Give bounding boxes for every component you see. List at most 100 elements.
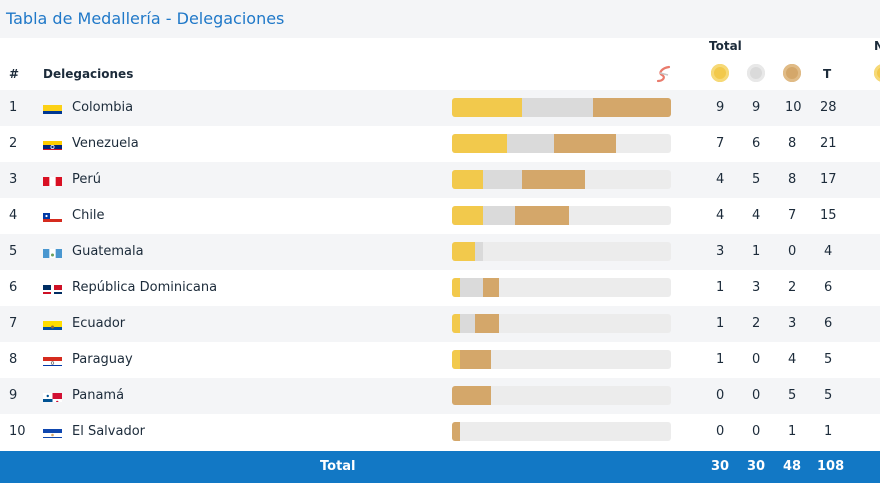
delegation-name[interactable]: República Dominicana [72,280,218,295]
gold-count: 1 [716,352,725,367]
table-row[interactable]: 2 Venezuela 7 6 8 21 [0,126,880,162]
bronze-medal-icon[interactable] [783,64,801,82]
delegation-name[interactable]: Panamá [72,388,125,403]
silver-bar-segment [459,278,484,297]
silver-count: 4 [752,208,761,223]
gold-bar-segment [452,134,507,153]
table-row[interactable]: 1 Colombia 9 9 10 28 [0,90,880,126]
total-count: 6 [824,316,833,331]
table-row[interactable]: 3 Perú 4 5 8 17 [0,162,880,198]
total-count: 4 [824,244,833,259]
table-row[interactable]: 7 Ecuador 1 2 3 6 [0,306,880,342]
gold-count: 7 [716,136,725,151]
flag-icon-panama [43,390,62,402]
gold-bar-segment [452,242,476,261]
medal-distribution-bar [452,98,671,117]
medal-distribution-bar [452,314,671,333]
flag-icon-chile [43,210,62,222]
gold-medal-icon[interactable] [711,64,729,82]
title-bar: Tabla de Medallería - Delegaciones [0,0,880,38]
silver-bar-segment [522,98,593,117]
table-row[interactable]: 9 Panamá 0 0 5 5 [0,378,880,414]
gold-bar-segment [452,170,484,189]
gold-bar-segment [452,278,460,297]
bronze-bar-segment [522,170,585,189]
delegation-name[interactable]: Perú [72,172,101,187]
totals-label: Total [320,459,356,474]
bronze-count: 2 [788,280,797,295]
delegation-name[interactable]: Ecuador [72,316,126,331]
silver-count: 1 [752,244,761,259]
bronze-bar-segment [592,98,671,117]
delegation-name[interactable]: Colombia [72,100,134,115]
rank-cell: 1 [9,100,18,115]
silver-count: 3 [752,280,761,295]
delegation-name[interactable]: Chile [72,208,105,223]
silver-medal-icon[interactable] [747,64,765,82]
rank-cell: 6 [9,280,18,295]
flag-icon-guatemala [43,246,62,258]
table-row[interactable]: 5 Guatemala 3 1 0 4 [0,234,880,270]
bronze-bar-segment [553,134,617,153]
rank-cell: 2 [9,136,18,151]
silver-count: 2 [752,316,761,331]
total-silver: 30 [747,459,766,474]
sport-logo-icon [654,64,674,84]
table-row[interactable]: 4 Chile 4 4 7 15 [0,198,880,234]
rank-cell: 8 [9,352,18,367]
total-count: 6 [824,280,833,295]
medal-distribution-bar [452,350,671,369]
silver-count: 9 [752,100,761,115]
bronze-bar-segment [475,314,499,333]
delegation-name[interactable]: Guatemala [72,244,144,259]
flag-icon-dominican-republic [43,282,62,294]
table-row[interactable]: 6 República Dominicana 1 3 2 6 [0,270,880,306]
rank-cell: 10 [9,424,26,439]
bronze-count: 3 [788,316,797,331]
total-bronze: 48 [783,459,802,474]
delegation-name[interactable]: Venezuela [72,136,139,151]
rank-cell: 9 [9,388,18,403]
delegation-name[interactable]: Paraguay [72,352,133,367]
medal-distribution-bar [452,134,671,153]
total-count: 15 [820,208,837,223]
rank-cell: 7 [9,316,18,331]
total-gold: 30 [711,459,730,474]
total-count: 5 [824,388,833,403]
gold-bar-segment [452,206,484,225]
total-count: 28 [820,100,837,115]
total-count: 17 [820,172,837,187]
gold-medal-icon [874,64,880,82]
bronze-bar-segment [483,278,499,297]
rank-column-header: # [9,67,20,81]
medal-distribution-bar [452,170,671,189]
table-row[interactable]: 10 El Salvador 0 0 1 1 [0,414,880,450]
bronze-count: 8 [788,172,797,187]
gold-count: 1 [716,316,725,331]
bronze-count: 7 [788,208,797,223]
flag-icon-ecuador [43,318,62,330]
silver-bar-segment [483,206,515,225]
delegation-name[interactable]: El Salvador [72,424,145,439]
silver-count: 0 [752,388,761,403]
next-group-header: N [874,39,880,53]
silver-count: 0 [752,352,761,367]
total-column-header[interactable]: T [823,67,832,81]
table-row[interactable]: 8 Paraguay 1 0 4 5 [0,342,880,378]
flag-icon-venezuela [43,138,62,150]
medal-distribution-bar [452,278,671,297]
delegation-column-header[interactable]: Delegaciones [43,67,134,81]
silver-bar-segment [483,170,523,189]
bronze-count: 5 [788,388,797,403]
silver-bar-segment [506,134,554,153]
flag-icon-paraguay [43,354,62,366]
medal-distribution-bar [452,422,671,441]
flag-icon-peru [43,174,62,186]
bronze-bar-segment [452,422,460,441]
gold-count: 9 [716,100,725,115]
silver-count: 5 [752,172,761,187]
gold-bar-segment [452,314,460,333]
total-count: 5 [824,352,833,367]
gold-count: 1 [716,280,725,295]
gold-count: 0 [716,388,725,403]
